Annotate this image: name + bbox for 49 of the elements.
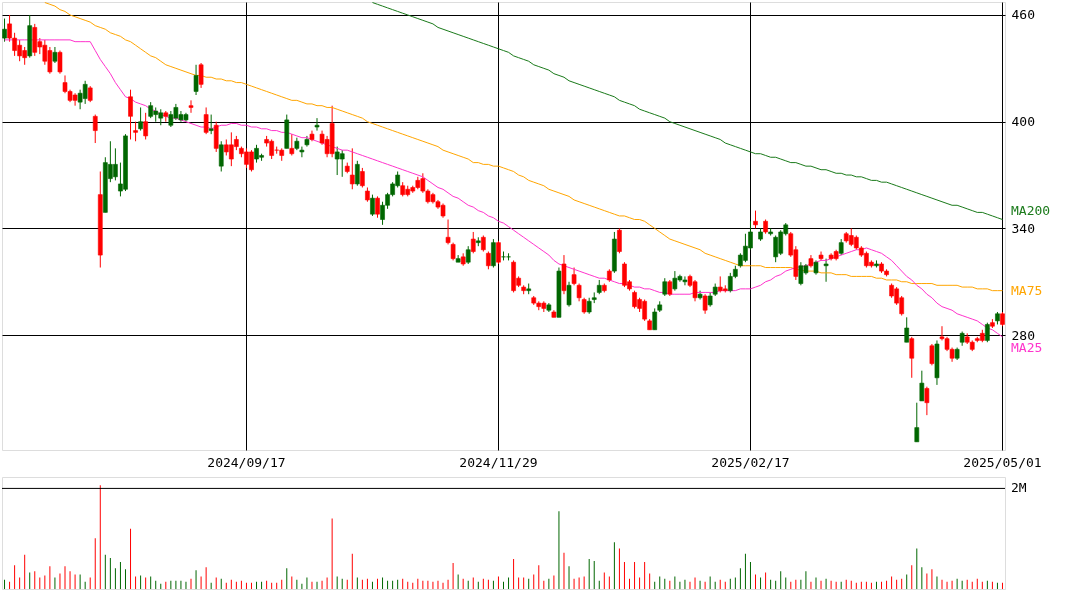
candlestick <box>496 240 501 265</box>
candlestick <box>57 50 63 75</box>
candlestick <box>213 121 219 153</box>
candlestick <box>128 89 133 140</box>
candlestick <box>909 336 915 379</box>
candlestick <box>143 112 148 140</box>
candlestick <box>360 167 365 188</box>
candlestick <box>919 370 925 402</box>
candlestick <box>924 386 930 416</box>
candlestick <box>823 258 829 283</box>
candlestick <box>188 99 194 114</box>
line-series <box>371 2 1003 221</box>
candlestick <box>198 62 204 89</box>
candlestick <box>133 121 138 142</box>
candlestick <box>355 160 360 187</box>
candlestick <box>914 402 920 443</box>
y-tick-label: 340 <box>1011 220 1035 236</box>
candlestick <box>193 64 199 96</box>
series-label: MA75 <box>1011 282 1043 298</box>
candlestick <box>339 149 345 178</box>
x-tick-label: 2024/11/29 <box>459 454 538 470</box>
candlestick <box>652 307 658 331</box>
candlestick <box>203 106 209 135</box>
candlestick <box>566 281 572 308</box>
candlestick <box>617 227 622 254</box>
candlestick <box>702 293 708 315</box>
candlestick <box>985 322 990 343</box>
candlestick <box>375 195 380 219</box>
candlestick <box>929 343 935 366</box>
candlestick <box>138 106 143 132</box>
candlestick <box>289 133 295 156</box>
candlestick <box>491 238 496 269</box>
y-tick-label: 460 <box>1011 7 1035 23</box>
x-tick-label: 2025/02/17 <box>711 454 790 470</box>
ref-line-label: 2M <box>1011 480 1027 496</box>
candlestick <box>370 194 375 217</box>
x-tick-label: 2025/05/01 <box>963 454 1042 470</box>
candlestick <box>92 114 98 144</box>
candlestick <box>314 117 320 132</box>
line-series <box>44 2 1003 292</box>
candlestick <box>2 18 7 43</box>
series-label: MA200 <box>1011 202 1051 218</box>
candlestick <box>470 231 476 254</box>
y-tick-label: 400 <box>1011 114 1035 130</box>
candlestick <box>349 147 355 190</box>
x-tick-label: 2024/09/17 <box>207 454 286 470</box>
candlestick <box>904 316 910 343</box>
candlestick <box>218 140 224 172</box>
candlestick <box>208 114 214 135</box>
